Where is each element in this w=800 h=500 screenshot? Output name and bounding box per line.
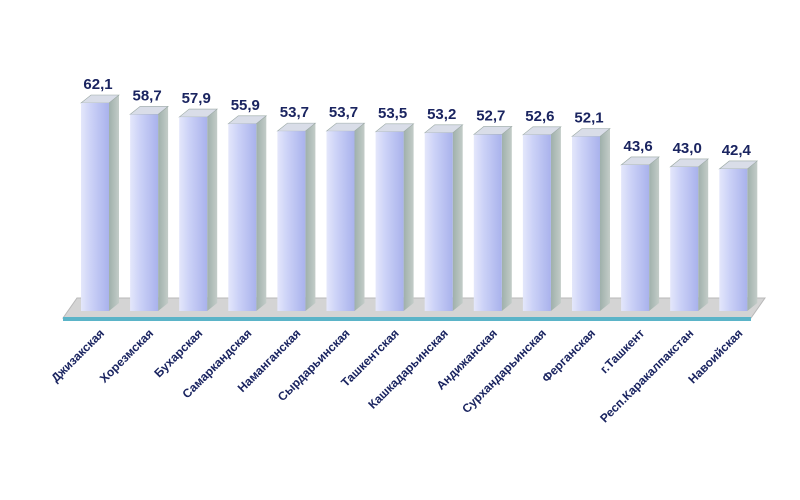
bar [718, 160, 759, 311]
bar-side [305, 123, 316, 311]
bar-front [277, 131, 306, 311]
bar-front [621, 164, 650, 311]
bar-front [179, 117, 208, 312]
value-label: 53,5 [378, 105, 407, 122]
value-label: 55,9 [231, 97, 260, 114]
category-label: Бухарская [151, 326, 205, 380]
bar-front [81, 103, 109, 311]
bar [423, 124, 464, 311]
value-label: 43,0 [673, 140, 702, 157]
bar-side [747, 160, 758, 311]
bar-front [670, 166, 699, 311]
bar [178, 108, 219, 312]
bar-side [256, 115, 267, 311]
bar [227, 115, 268, 311]
bar-side [109, 95, 119, 311]
bar-front [130, 114, 159, 311]
bar-front [326, 131, 355, 311]
bar-side [158, 106, 169, 311]
bar [80, 94, 120, 311]
bar-front [572, 136, 600, 311]
value-label: 53,7 [280, 104, 309, 121]
bar-front [473, 134, 502, 311]
bar [472, 126, 513, 311]
bar [325, 122, 366, 311]
bar [571, 128, 611, 311]
bar-side [354, 123, 365, 311]
category-label: Сурхандарьинская [459, 326, 549, 416]
baseline [63, 317, 751, 321]
category-label: г.Ташкент [597, 326, 647, 376]
bar-side [600, 128, 610, 311]
value-label: 52,7 [476, 107, 505, 124]
bar-side [550, 126, 561, 312]
value-label: 42,4 [722, 142, 752, 159]
bar [276, 122, 317, 311]
bar-side [649, 156, 660, 311]
value-label: 58,7 [132, 87, 161, 104]
value-label: 53,7 [329, 104, 358, 121]
value-label: 52,6 [525, 108, 554, 125]
bar-front [522, 134, 551, 311]
bar-front [375, 131, 404, 311]
value-label: 57,9 [182, 90, 211, 107]
chart-floor [62, 297, 766, 321]
bar [129, 106, 169, 311]
bar-side [698, 158, 709, 311]
bar-front [719, 168, 748, 311]
bar [374, 123, 415, 312]
bar-front [424, 132, 453, 311]
category-labels: ДжизакскаяХорезмскаяБухарскаяСамаркандск… [48, 326, 745, 425]
category-label: Респ.Каракалпакстан [597, 326, 696, 425]
bar-side [403, 123, 414, 312]
bar [669, 158, 710, 311]
bar-side [207, 109, 218, 312]
bar-front [228, 123, 257, 311]
value-labels: 62,1 58,7 57,9 55,9 53,7 53,7 53,5 53,2 52,7 52,6… [83, 76, 751, 159]
bar-side [501, 126, 512, 311]
value-label: 52,1 [574, 109, 603, 126]
value-label: 43,6 [623, 138, 652, 155]
bar [522, 126, 562, 312]
value-label: 53,2 [427, 106, 456, 123]
value-label: 62,1 [83, 76, 112, 93]
bar-side [452, 124, 463, 311]
bar [620, 156, 660, 311]
bars [80, 94, 759, 312]
floor-plane [62, 297, 766, 319]
